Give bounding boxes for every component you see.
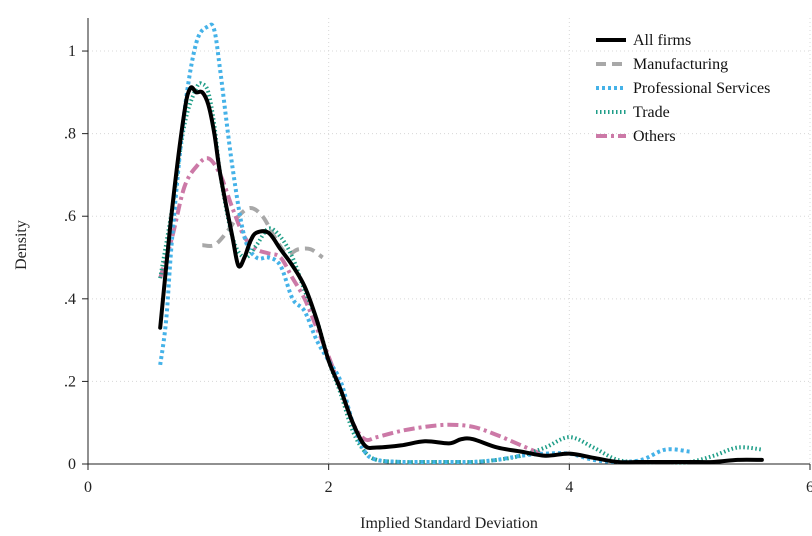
series-line-manufacturing <box>202 205 324 260</box>
legend-item: Trade <box>596 104 670 121</box>
y-axis-title: Density <box>13 220 30 270</box>
tick-labels: 0 .2 .4 .6 .8 1 0 2 4 6 <box>64 43 812 496</box>
x-tick-label: 4 <box>565 479 573 496</box>
series-lines <box>158 22 764 465</box>
y-tick-label: .2 <box>64 373 76 390</box>
y-tick-label: 0 <box>68 456 76 473</box>
legend-item: All firms <box>596 32 691 49</box>
gridlines <box>88 18 811 464</box>
y-tick-label: .6 <box>64 208 76 225</box>
series-line-all-firms <box>158 85 764 465</box>
legend: All firms Manufacturing Professional Servi… <box>596 32 770 145</box>
legend-item: Manufacturing <box>596 56 728 73</box>
legend-label: Professional Services <box>633 80 770 97</box>
y-tick-label: 1 <box>68 43 76 60</box>
x-tick-label: 2 <box>325 479 333 496</box>
legend-item: Others <box>596 128 676 145</box>
legend-label: Trade <box>633 104 670 121</box>
y-tick-label: .8 <box>64 126 76 143</box>
legend-label: Manufacturing <box>633 56 728 73</box>
axes <box>82 18 811 470</box>
x-axis-title: Implied Standard Deviation <box>360 515 538 532</box>
legend-label: All firms <box>633 32 691 49</box>
legend-item: Professional Services <box>596 80 770 97</box>
x-tick-label: 0 <box>84 479 92 496</box>
series-line-professional-services <box>158 22 690 465</box>
legend-label: Others <box>633 128 676 145</box>
x-tick-label: 6 <box>806 479 812 496</box>
series-line-others <box>158 156 547 458</box>
y-tick-label: .4 <box>64 291 76 308</box>
